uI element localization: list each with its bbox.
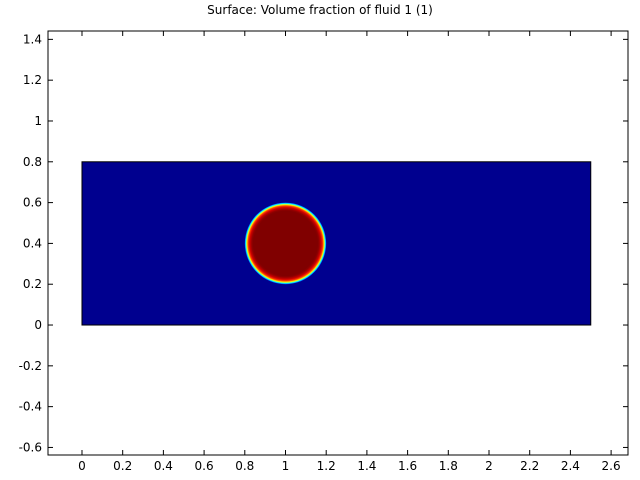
bubble-core [252, 210, 319, 277]
y-tick-label: 0.4 [23, 236, 42, 250]
x-tick-label: 0.8 [235, 459, 254, 473]
x-tick-label: 2.6 [602, 459, 621, 473]
x-tick-label: 2.4 [561, 459, 580, 473]
y-tick-label: -0.2 [19, 359, 42, 373]
y-tick-label: 1 [34, 114, 42, 128]
y-tick-label: 0.6 [23, 196, 42, 210]
x-tick-label: 2.2 [520, 459, 539, 473]
x-tick-label: 0.4 [154, 459, 173, 473]
x-tick-label: 1.8 [439, 459, 458, 473]
y-tick-label: 1.2 [23, 73, 42, 87]
y-tick-label: 0 [34, 318, 42, 332]
x-tick-label: 1.6 [398, 459, 417, 473]
y-tick-label: 1.4 [23, 32, 42, 46]
y-tick-label: 0.2 [23, 277, 42, 291]
x-tick-label: 1.2 [317, 459, 336, 473]
domain [81, 161, 592, 326]
x-tick-label: 1.4 [357, 459, 376, 473]
x-tick-label: 0 [78, 459, 86, 473]
x-tick-label: 0.6 [195, 459, 214, 473]
x-tick-label: 0.2 [113, 459, 132, 473]
x-tick-label: 1 [282, 459, 290, 473]
x-tick-label: 2 [485, 459, 493, 473]
y-tick-label: 0.8 [23, 155, 42, 169]
chart-title: Surface: Volume fraction of fluid 1 (1) [207, 3, 433, 17]
y-tick-label: -0.6 [19, 440, 42, 454]
y-tick-label: -0.4 [19, 400, 42, 414]
